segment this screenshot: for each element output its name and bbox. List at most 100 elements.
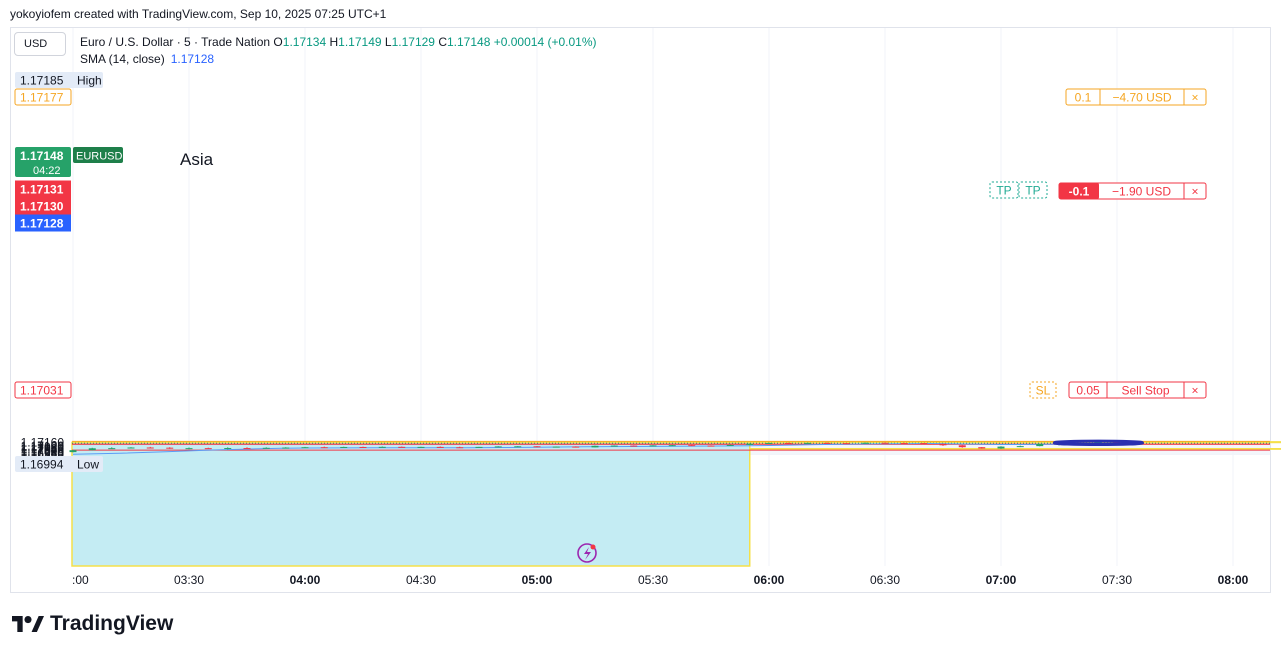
candle-up [417, 446, 425, 448]
x-tick-label: 06:00 [754, 573, 785, 587]
x-tick-label: 04:00 [290, 573, 321, 587]
extreme-label-box [15, 72, 103, 88]
sell-stop-price-box [14, 381, 72, 399]
candle-down [881, 442, 889, 444]
extreme-price-label: 1.17185 [20, 74, 64, 88]
candle-down [823, 442, 831, 444]
candle-down [939, 443, 947, 446]
symbol-tag-box [73, 147, 123, 163]
x-tick-label: :00 [72, 573, 89, 587]
candle-up [668, 445, 676, 447]
open-value: 1.17134 [282, 35, 327, 49]
order-price-label: 1.17177 [20, 91, 64, 105]
position-ticket-qty-bg [1059, 183, 1099, 199]
buy-order-ticket-box[interactable] [1065, 88, 1207, 106]
brand-name: TradingView [50, 612, 174, 635]
candle-up [591, 445, 599, 448]
symbol-title[interactable]: Euro / U.S. Dollar · 5 · Trade Nation [80, 35, 271, 49]
candle-up [552, 446, 560, 448]
position-price-label: 1.17131 [20, 183, 64, 197]
candle-down [842, 443, 850, 445]
alert-bolt-icon [584, 547, 591, 560]
candle-down [900, 443, 908, 445]
candle-up [514, 446, 522, 448]
position-price-box [15, 197, 71, 215]
extreme-tag-label: Low [77, 458, 99, 472]
buy-order-ticket-close-icon[interactable]: × [1191, 91, 1198, 105]
candle-down [398, 446, 406, 448]
symbol-legend: Euro / U.S. Dollar · 5 · Trade Nation O1… [80, 35, 596, 49]
candle-down [359, 446, 367, 448]
position-price-label: 1.17130 [20, 200, 64, 214]
high-value: 1.17149 [338, 35, 382, 49]
candle-up [1036, 443, 1044, 447]
close-value: 1.17148 [447, 35, 491, 49]
candle-down [320, 447, 328, 449]
candle-up [185, 448, 193, 450]
close-label: C [438, 35, 447, 49]
sell-stop-ticket-text: Sell Stop [1121, 384, 1169, 398]
candle-down [456, 447, 464, 449]
sma-legend[interactable]: SMA (14, close) 1.17128 [80, 52, 214, 66]
extreme-tag-label: High [77, 74, 102, 88]
candle-up [1094, 441, 1102, 444]
y-tick-label: 1.17020 [21, 444, 65, 458]
sell-stop-ticket-box[interactable] [1068, 381, 1207, 399]
candle-up [649, 445, 657, 447]
alert-dot-icon [590, 544, 596, 550]
tradingview-logo-icon [12, 616, 44, 632]
x-tick-label: 03:30 [174, 573, 204, 587]
extreme-price-label: 1.16994 [20, 458, 64, 472]
chart-frame [10, 27, 1271, 593]
candle-down [920, 443, 928, 445]
sell-stop-price-label: 1.17031 [20, 384, 64, 398]
y-tick-label: 1.17060 [21, 441, 65, 455]
order-price-box [14, 88, 72, 106]
x-tick-label: 08:00 [1218, 573, 1249, 587]
candle-down [533, 446, 541, 448]
candle-up [726, 444, 734, 446]
candle-down [958, 445, 966, 448]
candle-down [784, 442, 792, 444]
sma-price-label: 1.17128 [20, 217, 64, 231]
x-tick-label: 07:30 [1102, 573, 1132, 587]
change-value: +0.00014 (+0.01%) [493, 35, 597, 49]
candle-up [127, 447, 135, 449]
currency-button[interactable]: USD [14, 32, 66, 56]
candle-down [630, 445, 638, 447]
candle-up [862, 442, 870, 444]
candle-up [69, 450, 77, 453]
candle-down [978, 447, 986, 449]
sell-stop-ticket-close-icon[interactable]: × [1191, 384, 1198, 398]
position-ticket-qty: -0.1 [1069, 185, 1090, 199]
candle-up [262, 447, 270, 449]
candle-down [146, 447, 154, 449]
candle-up [765, 442, 773, 444]
stop-loss-label: SL [1036, 384, 1051, 398]
chart-credit: yokoyiofem created with TradingView.com,… [10, 7, 387, 21]
candle-up [301, 447, 309, 449]
take-profit-marker[interactable] [989, 181, 1019, 199]
candle-up [88, 448, 96, 451]
y-tick-label: 1.17160 [21, 435, 65, 449]
take-profit-marker[interactable] [1018, 181, 1048, 199]
tradingview-brand[interactable]: TradingView [12, 612, 173, 636]
y-tick-label: 1.17000 [21, 445, 65, 459]
candle-up [804, 442, 812, 444]
candle-up [610, 445, 618, 447]
buy-order-ticket-qty: 0.1 [1075, 91, 1092, 105]
x-tick-label: 04:30 [406, 573, 436, 587]
candle-up [340, 446, 348, 448]
resistance-zone [748, 441, 1281, 444]
y-tick-label: 1.17080 [21, 440, 65, 454]
stop-loss-marker[interactable] [1029, 381, 1057, 399]
x-tick-label: 05:00 [522, 573, 553, 587]
low-label: L [384, 35, 392, 49]
candle-up [282, 447, 290, 449]
open-label: O [273, 35, 283, 49]
candle-up [475, 446, 483, 448]
position-ticket-close-icon[interactable]: × [1191, 185, 1198, 199]
candle-up [224, 448, 232, 450]
y-tick-label: 1.17100 [21, 439, 65, 453]
